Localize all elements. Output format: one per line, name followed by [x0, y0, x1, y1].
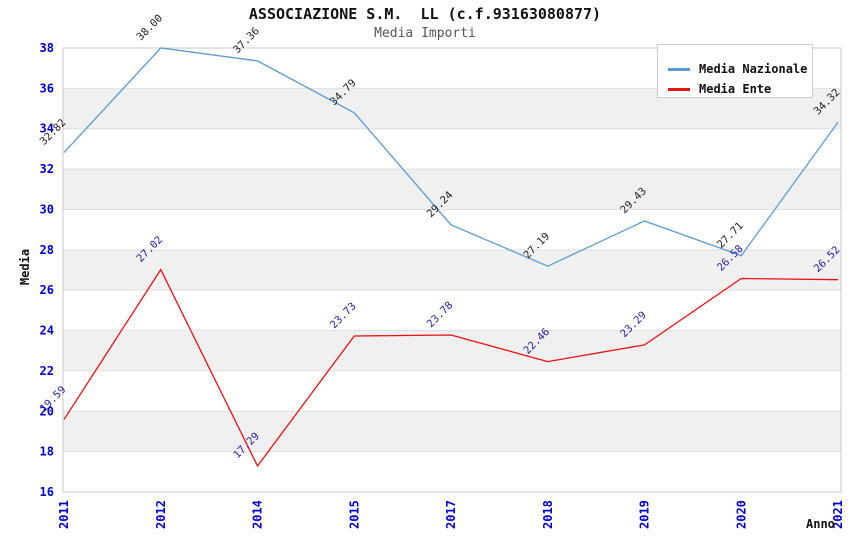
- svg-text:2012: 2012: [154, 500, 168, 529]
- x-axis-title: Anno: [806, 517, 835, 531]
- svg-text:22: 22: [40, 364, 54, 378]
- legend-item-media-nazionale: Media Nazionale: [668, 59, 812, 79]
- svg-text:38: 38: [40, 41, 54, 55]
- svg-text:26: 26: [40, 283, 54, 297]
- svg-text:2020: 2020: [734, 500, 748, 529]
- svg-text:2021: 2021: [831, 500, 845, 529]
- svg-text:23.78: 23.78: [425, 299, 456, 330]
- svg-text:2018: 2018: [541, 500, 555, 529]
- svg-text:24: 24: [40, 324, 54, 338]
- chart-title: ASSOCIAZIONE S.M. LL (c.f.93163080877): [248, 5, 602, 23]
- svg-text:18: 18: [40, 445, 54, 459]
- svg-text:28: 28: [40, 243, 54, 257]
- legend: Media Nazionale Media Ente: [657, 44, 813, 98]
- svg-text:2014: 2014: [251, 500, 265, 529]
- svg-text:20: 20: [40, 404, 54, 418]
- svg-text:23.73: 23.73: [328, 300, 359, 331]
- svg-text:32: 32: [40, 162, 54, 176]
- svg-text:2017: 2017: [444, 500, 458, 529]
- svg-text:2011: 2011: [57, 500, 71, 529]
- legend-swatch-media-ente-icon: [668, 87, 690, 91]
- y-axis-title: Media: [18, 248, 32, 286]
- svg-text:16: 16: [40, 485, 54, 499]
- legend-swatch-media-nazionale-icon: [668, 67, 690, 71]
- svg-text:34: 34: [40, 122, 54, 136]
- svg-text:2019: 2019: [638, 500, 652, 529]
- svg-text:2015: 2015: [347, 500, 361, 529]
- legend-item-media-ente: Media Ente: [668, 79, 812, 99]
- svg-text:38.00: 38.00: [134, 12, 165, 43]
- svg-text:27.71: 27.71: [715, 220, 746, 251]
- chart-subtitle: Media Importi: [374, 26, 476, 41]
- svg-text:30: 30: [40, 202, 54, 216]
- legend-label-media-nazionale: Media Nazionale: [699, 62, 808, 76]
- svg-text:36: 36: [40, 81, 54, 95]
- legend-label-media-ente: Media Ente: [699, 82, 772, 96]
- svg-text:37.36: 37.36: [231, 25, 262, 56]
